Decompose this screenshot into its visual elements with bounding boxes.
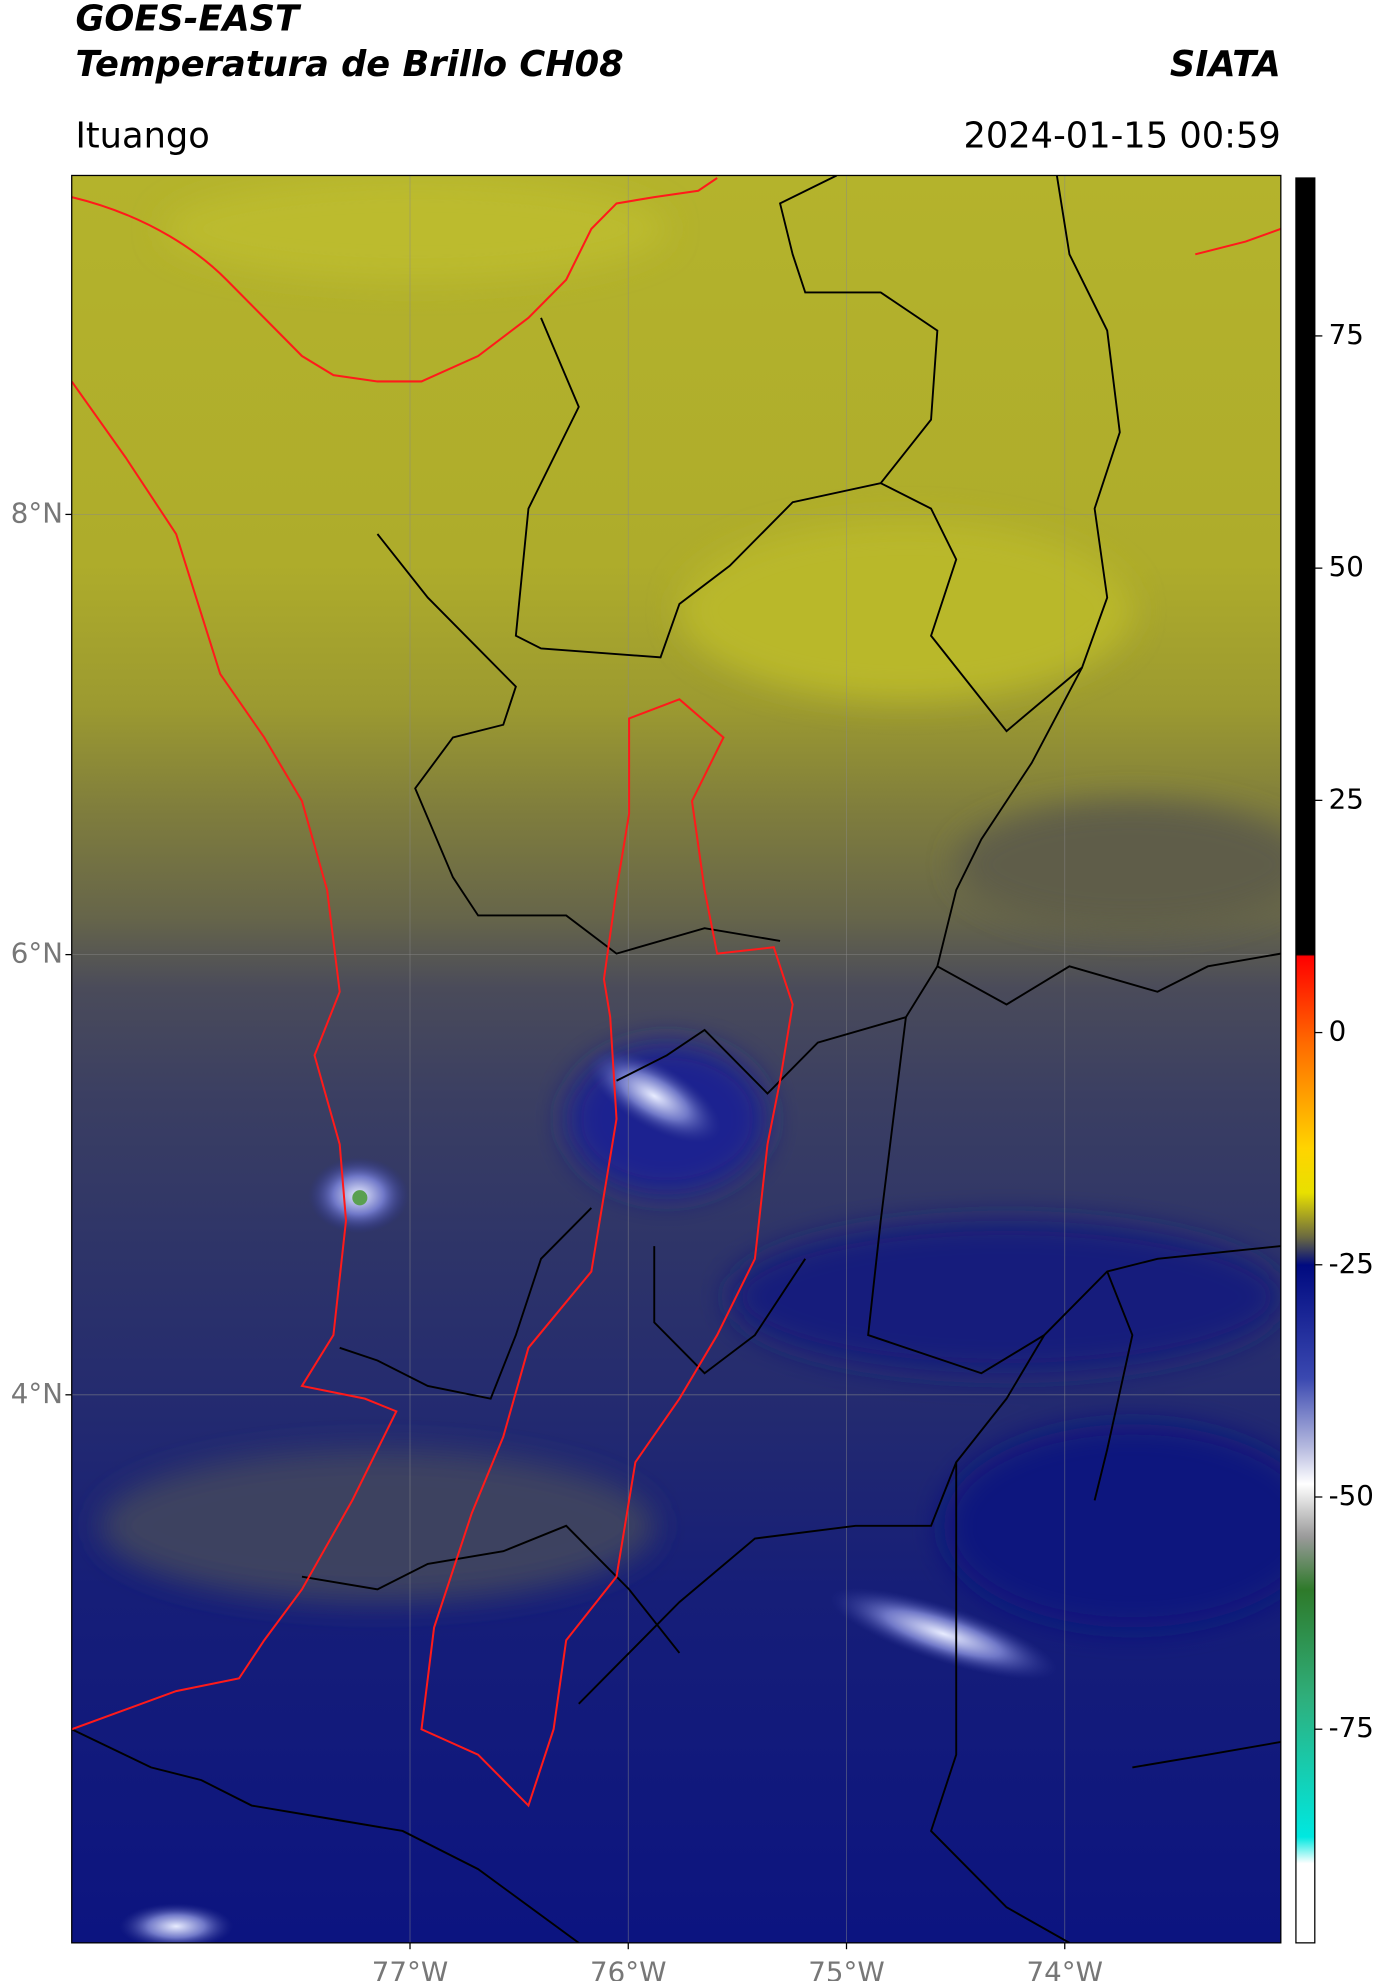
cold-cloud xyxy=(119,1903,233,1943)
lon-label: 75°W xyxy=(808,1955,884,1981)
colorbar-label: 50 xyxy=(1329,550,1364,583)
colorbar-label: -75 xyxy=(1329,1711,1374,1744)
borders xyxy=(71,175,1281,1943)
map-frame xyxy=(71,174,1282,1944)
region: Ituango xyxy=(75,115,209,156)
coast-and-basin xyxy=(71,177,1281,1808)
colorbar-label: 25 xyxy=(1329,782,1364,815)
colorbar-label: -25 xyxy=(1329,1247,1374,1280)
lat-label: 4°N xyxy=(11,1377,63,1410)
timestamp: 2024-01-15 00:59 xyxy=(963,115,1280,156)
colorbar-label: -50 xyxy=(1329,1479,1374,1512)
lon-label: 77°W xyxy=(372,1955,448,1981)
cold-cloud xyxy=(829,1588,1058,1680)
cold-core xyxy=(352,1190,368,1206)
lat-label: 8°N xyxy=(11,496,63,529)
brand: SIATA xyxy=(1170,44,1281,85)
subtitle: Temperatura de Brillo CH08 xyxy=(75,44,623,85)
map xyxy=(71,175,1281,1943)
colorbar-label: 75 xyxy=(1329,318,1364,351)
colorbar xyxy=(1295,177,1316,1944)
lon-label: 76°W xyxy=(590,1955,666,1981)
cold-cloud xyxy=(587,1048,722,1144)
lon-label: 74°W xyxy=(1027,1955,1103,1981)
graticule xyxy=(71,175,1281,1943)
lat-label: 6°N xyxy=(11,937,63,970)
colorbar-label: 0 xyxy=(1329,1014,1347,1047)
title: GOES-EAST xyxy=(75,0,301,39)
